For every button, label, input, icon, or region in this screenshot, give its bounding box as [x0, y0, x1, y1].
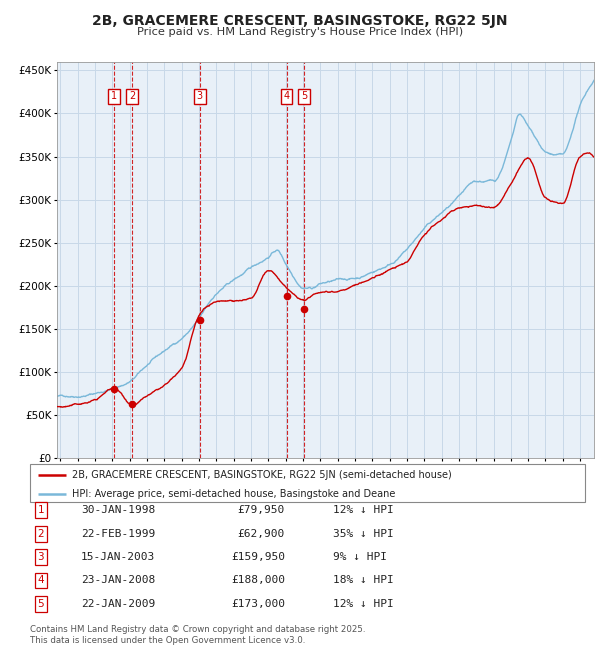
Text: 9% ↓ HPI: 9% ↓ HPI	[333, 552, 387, 562]
Text: 5: 5	[37, 599, 44, 609]
Text: 2B, GRACEMERE CRESCENT, BASINGSTOKE, RG22 5JN (semi-detached house): 2B, GRACEMERE CRESCENT, BASINGSTOKE, RG2…	[71, 470, 451, 480]
Text: 30-JAN-1998: 30-JAN-1998	[81, 505, 155, 515]
Text: 4: 4	[284, 91, 290, 101]
Text: £79,950: £79,950	[238, 505, 285, 515]
Text: 2: 2	[37, 528, 44, 539]
Text: 3: 3	[37, 552, 44, 562]
Text: 5: 5	[301, 91, 307, 101]
Text: 1: 1	[37, 505, 44, 515]
Text: 15-JAN-2003: 15-JAN-2003	[81, 552, 155, 562]
Text: 12% ↓ HPI: 12% ↓ HPI	[333, 599, 394, 609]
Text: Contains HM Land Registry data © Crown copyright and database right 2025.
This d: Contains HM Land Registry data © Crown c…	[30, 625, 365, 645]
Text: 18% ↓ HPI: 18% ↓ HPI	[333, 575, 394, 586]
Text: 1: 1	[111, 91, 117, 101]
Text: £173,000: £173,000	[231, 599, 285, 609]
Text: 3: 3	[197, 91, 203, 101]
Text: £62,900: £62,900	[238, 528, 285, 539]
Text: 2: 2	[129, 91, 136, 101]
Text: £188,000: £188,000	[231, 575, 285, 586]
Text: 22-JAN-2009: 22-JAN-2009	[81, 599, 155, 609]
Text: HPI: Average price, semi-detached house, Basingstoke and Deane: HPI: Average price, semi-detached house,…	[71, 489, 395, 499]
Text: 2B, GRACEMERE CRESCENT, BASINGSTOKE, RG22 5JN: 2B, GRACEMERE CRESCENT, BASINGSTOKE, RG2…	[92, 14, 508, 29]
Text: 22-FEB-1999: 22-FEB-1999	[81, 528, 155, 539]
Text: Price paid vs. HM Land Registry's House Price Index (HPI): Price paid vs. HM Land Registry's House …	[137, 27, 463, 37]
Text: £159,950: £159,950	[231, 552, 285, 562]
Text: 4: 4	[37, 575, 44, 586]
Text: 35% ↓ HPI: 35% ↓ HPI	[333, 528, 394, 539]
FancyBboxPatch shape	[30, 464, 585, 502]
Text: 12% ↓ HPI: 12% ↓ HPI	[333, 505, 394, 515]
Text: 23-JAN-2008: 23-JAN-2008	[81, 575, 155, 586]
